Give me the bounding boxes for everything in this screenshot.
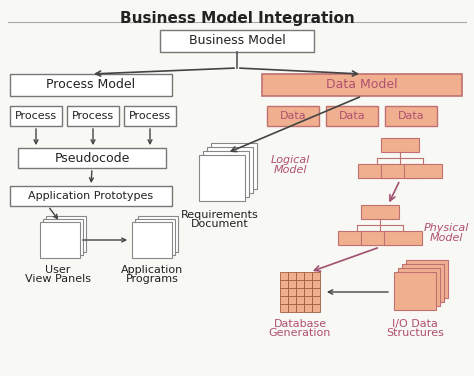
FancyBboxPatch shape (384, 231, 422, 245)
FancyBboxPatch shape (207, 147, 253, 193)
Text: Model: Model (273, 165, 307, 175)
FancyBboxPatch shape (361, 231, 399, 245)
FancyBboxPatch shape (296, 304, 304, 312)
FancyBboxPatch shape (280, 272, 288, 280)
FancyBboxPatch shape (288, 272, 296, 280)
FancyBboxPatch shape (203, 151, 249, 197)
Text: Process: Process (72, 111, 114, 121)
Text: Data: Data (280, 111, 306, 121)
FancyBboxPatch shape (43, 219, 83, 255)
Text: Logical: Logical (270, 155, 310, 165)
FancyBboxPatch shape (296, 272, 304, 280)
Text: Programs: Programs (126, 274, 178, 284)
Text: Business Model Integration: Business Model Integration (119, 11, 355, 26)
FancyBboxPatch shape (381, 164, 419, 178)
FancyBboxPatch shape (312, 304, 320, 312)
FancyBboxPatch shape (46, 216, 86, 252)
Text: View Panels: View Panels (25, 274, 91, 284)
Text: Business Model: Business Model (189, 35, 285, 47)
FancyBboxPatch shape (312, 296, 320, 304)
Text: Application: Application (121, 265, 183, 275)
FancyBboxPatch shape (404, 164, 442, 178)
FancyBboxPatch shape (402, 264, 444, 302)
FancyBboxPatch shape (304, 280, 312, 288)
FancyBboxPatch shape (138, 216, 178, 252)
FancyBboxPatch shape (280, 288, 288, 296)
FancyBboxPatch shape (312, 272, 320, 280)
FancyBboxPatch shape (280, 280, 288, 288)
Text: Data: Data (398, 111, 424, 121)
FancyBboxPatch shape (267, 106, 319, 126)
FancyBboxPatch shape (288, 288, 296, 296)
FancyBboxPatch shape (406, 260, 448, 298)
FancyBboxPatch shape (326, 106, 378, 126)
FancyBboxPatch shape (361, 205, 399, 219)
Text: Data: Data (339, 111, 365, 121)
FancyBboxPatch shape (132, 222, 172, 258)
Text: Physical: Physical (423, 223, 469, 233)
FancyBboxPatch shape (280, 296, 288, 304)
FancyBboxPatch shape (160, 30, 314, 52)
Text: Pseudocode: Pseudocode (55, 152, 130, 165)
Text: Process Model: Process Model (46, 79, 136, 91)
FancyBboxPatch shape (296, 280, 304, 288)
FancyBboxPatch shape (288, 280, 296, 288)
FancyBboxPatch shape (338, 231, 376, 245)
FancyBboxPatch shape (304, 296, 312, 304)
Text: Application Prototypes: Application Prototypes (28, 191, 154, 201)
FancyBboxPatch shape (288, 296, 296, 304)
FancyBboxPatch shape (67, 106, 119, 126)
Text: Database: Database (273, 319, 327, 329)
FancyBboxPatch shape (304, 304, 312, 312)
FancyBboxPatch shape (10, 106, 62, 126)
Text: Generation: Generation (269, 328, 331, 338)
FancyBboxPatch shape (199, 155, 245, 201)
FancyBboxPatch shape (385, 106, 437, 126)
FancyBboxPatch shape (296, 296, 304, 304)
FancyBboxPatch shape (312, 280, 320, 288)
FancyBboxPatch shape (262, 74, 462, 96)
Text: Structures: Structures (386, 328, 444, 338)
FancyBboxPatch shape (40, 222, 80, 258)
Text: Process: Process (15, 111, 57, 121)
FancyBboxPatch shape (304, 272, 312, 280)
FancyBboxPatch shape (312, 288, 320, 296)
Text: User: User (46, 265, 71, 275)
FancyBboxPatch shape (18, 148, 166, 168)
Text: Requirements: Requirements (181, 210, 259, 220)
FancyBboxPatch shape (358, 164, 396, 178)
FancyBboxPatch shape (381, 138, 419, 152)
Text: Document: Document (191, 219, 249, 229)
FancyBboxPatch shape (211, 143, 257, 189)
FancyBboxPatch shape (288, 304, 296, 312)
FancyBboxPatch shape (10, 186, 172, 206)
FancyBboxPatch shape (296, 288, 304, 296)
FancyBboxPatch shape (280, 304, 288, 312)
FancyBboxPatch shape (10, 74, 172, 96)
FancyBboxPatch shape (394, 272, 436, 310)
FancyBboxPatch shape (304, 288, 312, 296)
Text: I/O Data: I/O Data (392, 319, 438, 329)
FancyBboxPatch shape (124, 106, 176, 126)
Text: Model: Model (429, 233, 463, 243)
FancyBboxPatch shape (398, 268, 440, 306)
FancyBboxPatch shape (135, 219, 175, 255)
Text: Data Model: Data Model (326, 79, 398, 91)
Text: Process: Process (129, 111, 171, 121)
